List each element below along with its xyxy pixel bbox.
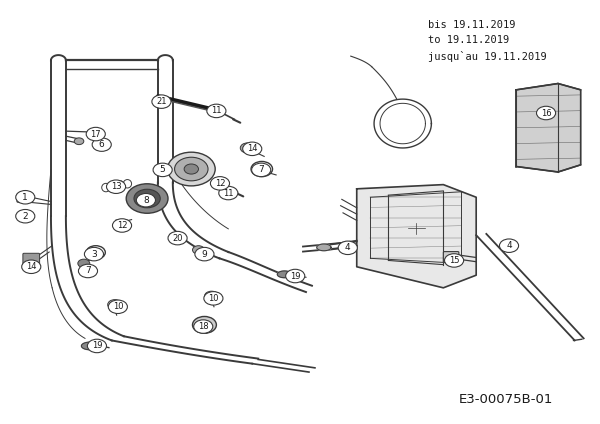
Circle shape bbox=[240, 143, 254, 153]
FancyBboxPatch shape bbox=[170, 234, 184, 242]
Circle shape bbox=[86, 127, 106, 141]
Text: E3-00075B-01: E3-00075B-01 bbox=[459, 393, 553, 406]
Text: 4: 4 bbox=[506, 241, 512, 250]
Text: 4: 4 bbox=[345, 243, 350, 252]
Text: 10: 10 bbox=[113, 302, 123, 311]
Circle shape bbox=[199, 321, 210, 329]
Text: 9: 9 bbox=[202, 250, 208, 259]
Circle shape bbox=[79, 264, 98, 278]
Polygon shape bbox=[357, 184, 476, 288]
Circle shape bbox=[193, 245, 205, 254]
FancyBboxPatch shape bbox=[443, 251, 459, 262]
FancyBboxPatch shape bbox=[17, 194, 32, 202]
Circle shape bbox=[445, 254, 464, 267]
FancyBboxPatch shape bbox=[115, 220, 127, 226]
Circle shape bbox=[194, 320, 213, 333]
Circle shape bbox=[205, 291, 219, 301]
Circle shape bbox=[251, 163, 271, 177]
Text: 14: 14 bbox=[247, 144, 257, 153]
Text: 20: 20 bbox=[172, 234, 183, 243]
Circle shape bbox=[167, 152, 215, 186]
Text: 1: 1 bbox=[22, 193, 28, 202]
Circle shape bbox=[152, 95, 171, 109]
Circle shape bbox=[153, 163, 172, 177]
Circle shape bbox=[242, 142, 262, 156]
Text: 12: 12 bbox=[215, 179, 225, 188]
Circle shape bbox=[107, 180, 125, 193]
Circle shape bbox=[134, 189, 160, 208]
Circle shape bbox=[184, 164, 199, 174]
Circle shape bbox=[88, 339, 107, 353]
Polygon shape bbox=[317, 244, 331, 251]
Text: 18: 18 bbox=[198, 322, 209, 331]
Circle shape bbox=[92, 138, 111, 151]
Circle shape bbox=[91, 249, 101, 256]
Text: 12: 12 bbox=[117, 221, 127, 230]
Circle shape bbox=[338, 241, 358, 254]
Text: 17: 17 bbox=[91, 130, 101, 139]
Text: 21: 21 bbox=[156, 97, 167, 106]
Circle shape bbox=[195, 247, 214, 261]
Circle shape bbox=[74, 138, 84, 145]
Text: 5: 5 bbox=[160, 165, 166, 174]
Text: 16: 16 bbox=[541, 109, 551, 117]
Text: 19: 19 bbox=[290, 271, 301, 281]
Polygon shape bbox=[277, 271, 292, 278]
FancyBboxPatch shape bbox=[23, 253, 40, 268]
Circle shape bbox=[219, 186, 238, 200]
Text: 2: 2 bbox=[22, 212, 28, 221]
Circle shape bbox=[536, 106, 556, 120]
Text: 14: 14 bbox=[26, 262, 37, 271]
Circle shape bbox=[207, 104, 226, 117]
Text: bis 19.11.2019
to 19.11.2019
jusqu`au 19.11.2019: bis 19.11.2019 to 19.11.2019 jusqu`au 19… bbox=[428, 20, 547, 61]
Text: 3: 3 bbox=[91, 250, 97, 259]
Circle shape bbox=[211, 177, 230, 190]
Circle shape bbox=[258, 167, 268, 173]
Polygon shape bbox=[82, 342, 98, 350]
Text: 7: 7 bbox=[85, 266, 91, 276]
Circle shape bbox=[22, 260, 41, 273]
Circle shape bbox=[108, 300, 127, 313]
FancyBboxPatch shape bbox=[214, 180, 226, 186]
Circle shape bbox=[16, 209, 35, 223]
Circle shape bbox=[193, 316, 217, 333]
Circle shape bbox=[136, 193, 155, 207]
Text: 6: 6 bbox=[99, 140, 104, 149]
Circle shape bbox=[175, 157, 208, 181]
Circle shape bbox=[126, 184, 168, 213]
Circle shape bbox=[256, 165, 267, 173]
Text: 19: 19 bbox=[92, 341, 102, 351]
Text: 7: 7 bbox=[259, 165, 264, 174]
Circle shape bbox=[85, 247, 104, 261]
Circle shape bbox=[16, 190, 35, 204]
Text: 10: 10 bbox=[208, 294, 218, 303]
Circle shape bbox=[204, 292, 223, 305]
Circle shape bbox=[107, 300, 122, 310]
Text: 11: 11 bbox=[211, 106, 221, 115]
Polygon shape bbox=[516, 84, 581, 172]
Text: 13: 13 bbox=[111, 182, 121, 191]
Text: 11: 11 bbox=[223, 189, 233, 198]
Circle shape bbox=[286, 269, 305, 283]
Circle shape bbox=[78, 259, 90, 268]
Text: 8: 8 bbox=[143, 196, 149, 205]
Circle shape bbox=[499, 239, 518, 252]
Text: 15: 15 bbox=[449, 256, 460, 265]
Circle shape bbox=[141, 194, 153, 203]
Circle shape bbox=[112, 219, 131, 232]
Circle shape bbox=[168, 232, 187, 245]
